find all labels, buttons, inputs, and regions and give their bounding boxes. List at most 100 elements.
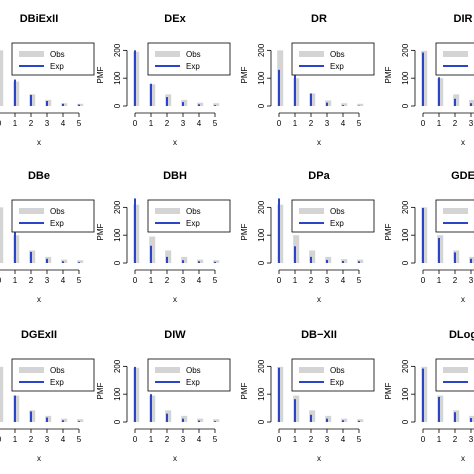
legend: Obs Exp — [291, 42, 375, 76]
legend-expected-label: Exp — [50, 62, 64, 71]
y-axis-label: PMF — [384, 223, 393, 240]
x-tick-label: 5 — [77, 119, 82, 128]
legend-expected-label: Exp — [330, 62, 344, 71]
legend-expected-label: Exp — [50, 219, 64, 228]
chart-title: DIW — [164, 329, 186, 341]
y-tick-label: 0 — [113, 260, 122, 265]
y-tick-label: 200 — [401, 43, 410, 57]
chart-title: DGExII — [21, 329, 57, 341]
chart-panel-9: DIW 0 1 2 3 4 5 x 0 100 200 PMF Obs Exp — [96, 329, 231, 463]
legend-observed-label: Obs — [330, 366, 345, 375]
y-axis-label: PMF — [96, 382, 105, 399]
x-tick-label: 2 — [453, 276, 458, 285]
x-tick-label: 3 — [181, 119, 186, 128]
legend-observed-label: Obs — [330, 207, 345, 216]
legend-observed-label: Obs — [50, 366, 65, 375]
chart-panel-1: DEx 0 1 2 3 4 5 x 0 100 200 PMF Obs Exp — [96, 13, 231, 147]
x-axis-label: x — [317, 454, 321, 463]
legend-box — [435, 42, 474, 76]
x-tick-label: 1 — [149, 276, 154, 285]
chart-panel-4: DBe 0 1 2 3 4 5 x Obs Exp — [0, 170, 95, 304]
x-axis-label: x — [317, 295, 321, 304]
chart-panel-5: DBH 0 1 2 3 4 5 x 0 100 200 PMF Obs Exp — [96, 170, 231, 304]
x-axis-label: x — [173, 454, 177, 463]
chart-title: DBH — [163, 170, 187, 182]
chart-panel-2: DR 0 1 2 3 4 5 x 0 100 200 PMF Obs Exp — [240, 13, 375, 147]
legend-box — [147, 199, 231, 233]
x-tick-label: 5 — [357, 119, 362, 128]
x-tick-label: 1 — [149, 119, 154, 128]
y-tick-label: 200 — [401, 359, 410, 373]
x-tick-label: 2 — [29, 435, 34, 444]
x-tick-label: 5 — [357, 276, 362, 285]
x-tick-label: 4 — [341, 435, 346, 444]
y-axis-label: PMF — [96, 223, 105, 240]
y-axis-label: PMF — [384, 382, 393, 399]
y-tick-label: 0 — [401, 260, 410, 265]
y-axis-label: PMF — [384, 66, 393, 83]
x-tick-label: 0 — [421, 276, 426, 285]
x-tick-label: 0 — [421, 119, 426, 128]
x-axis-label: x — [317, 138, 321, 147]
x-tick-label: 2 — [453, 119, 458, 128]
legend: Obs Exp — [291, 199, 375, 233]
x-tick-label: 4 — [61, 119, 66, 128]
chart-panel-10: DB−XII 0 1 2 3 4 5 x 0 100 200 PMF Obs Exp — [240, 329, 375, 463]
y-tick-label: 100 — [257, 71, 266, 85]
y-tick-label: 200 — [113, 200, 122, 214]
x-tick-label: 5 — [77, 435, 82, 444]
legend-box — [291, 199, 375, 233]
legend-observed-label: Obs — [50, 207, 65, 216]
y-tick-label: 200 — [113, 43, 122, 57]
legend-box — [11, 199, 95, 233]
y-tick-label: 100 — [257, 228, 266, 242]
legend-expected-label: Exp — [330, 219, 344, 228]
x-tick-label: 3 — [181, 276, 186, 285]
x-tick-label: 3 — [325, 119, 330, 128]
y-tick-label: 200 — [401, 200, 410, 214]
chart-title: DBe — [28, 170, 50, 182]
chart-panel-3: DIR012345x0100200PMFObsExp — [384, 13, 474, 147]
y-tick-label: 0 — [113, 103, 122, 108]
chart-panel-6: DPa 0 1 2 3 4 5 x 0 100 200 PMF Obs Exp — [240, 170, 375, 304]
legend-observed-label: Obs — [50, 50, 65, 59]
x-axis-label: x — [173, 295, 177, 304]
y-axis-label: PMF — [240, 382, 249, 399]
x-tick-label: 0 — [421, 435, 426, 444]
x-axis-label: x — [461, 138, 465, 147]
y-tick-label: 0 — [257, 103, 266, 108]
legend-box — [291, 42, 375, 76]
chart-panel-7: GDE012345x0100200PMFObsExp — [384, 170, 474, 304]
x-tick-label: 5 — [213, 119, 218, 128]
legend-box — [435, 199, 474, 233]
y-tick-label: 0 — [401, 419, 410, 424]
x-tick-label: 4 — [197, 435, 202, 444]
x-tick-label: 2 — [29, 276, 34, 285]
x-tick-label: 1 — [293, 276, 298, 285]
legend-box — [147, 42, 231, 76]
y-tick-label: 200 — [257, 43, 266, 57]
legend-expected-label: Exp — [330, 378, 344, 387]
x-tick-label: 3 — [181, 435, 186, 444]
y-tick-label: 0 — [257, 419, 266, 424]
chart-title: GDE — [451, 170, 474, 182]
x-tick-label: 2 — [453, 435, 458, 444]
y-tick-label: 100 — [257, 387, 266, 401]
y-tick-label: 100 — [401, 71, 410, 85]
y-axis-label: PMF — [240, 66, 249, 83]
legend-observed-label: Obs — [186, 50, 201, 59]
legend-observed-label: Obs — [330, 50, 345, 59]
x-tick-label: 1 — [437, 119, 442, 128]
x-axis-label: x — [461, 454, 465, 463]
legend: Obs Exp — [291, 358, 375, 392]
x-tick-label: 0 — [277, 435, 282, 444]
legend-box — [11, 358, 95, 392]
y-tick-label: 100 — [113, 71, 122, 85]
x-tick-label: 3 — [469, 119, 474, 128]
x-tick-label: 2 — [165, 435, 170, 444]
legend-expected-label: Exp — [186, 62, 200, 71]
x-tick-label: 0 — [277, 119, 282, 128]
